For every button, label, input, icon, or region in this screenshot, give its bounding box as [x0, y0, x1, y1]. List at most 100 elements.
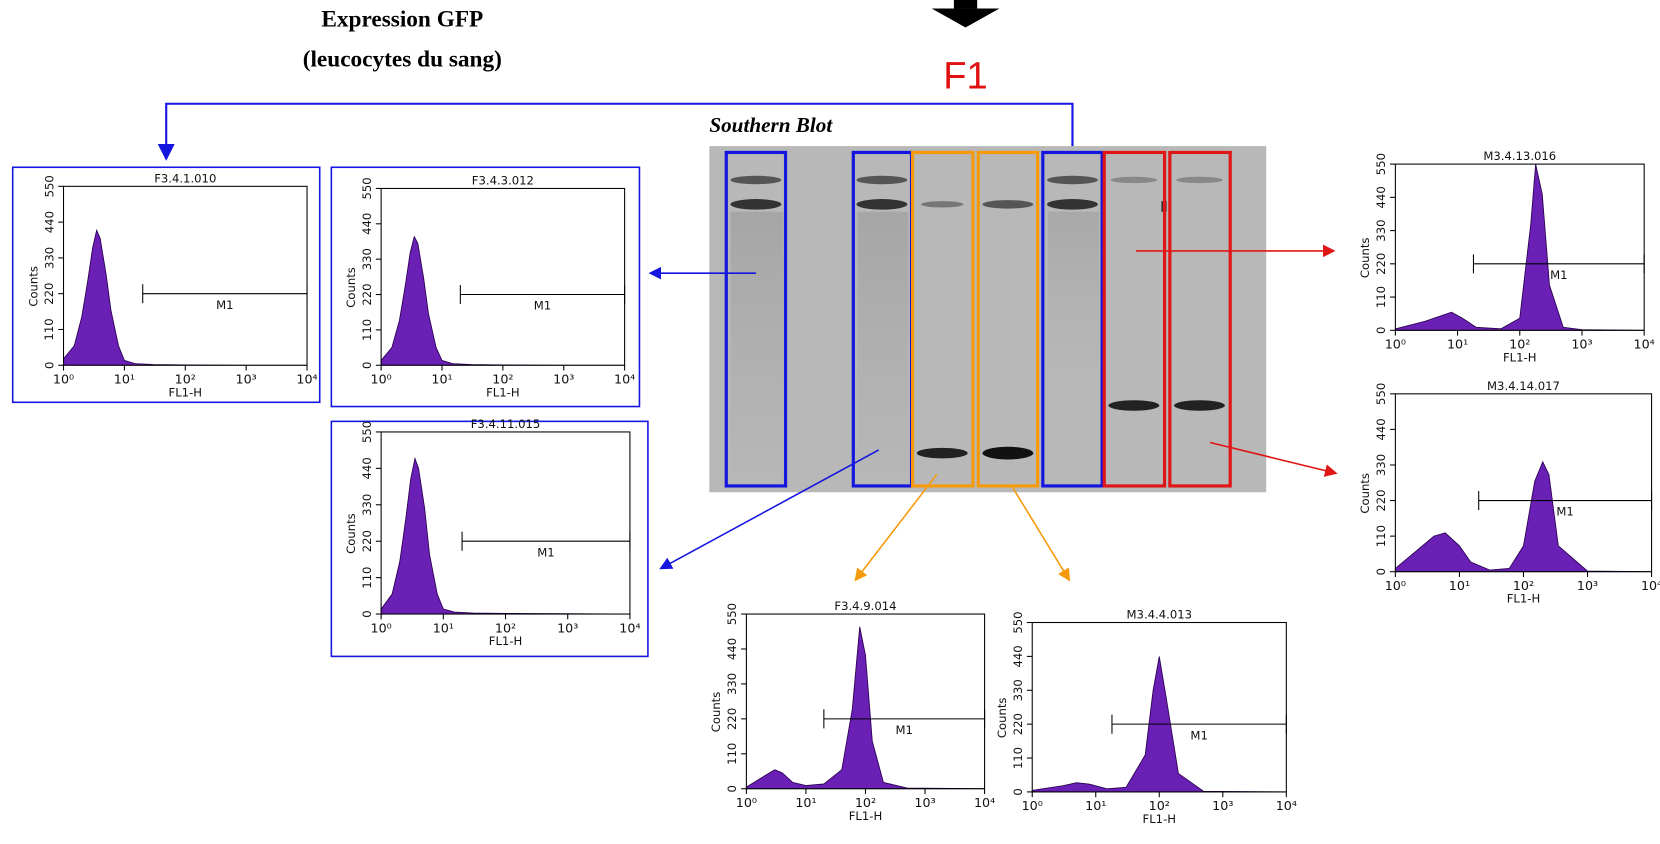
- y-tick-label: 110: [42, 318, 56, 340]
- y-tick-label: 0: [42, 362, 56, 369]
- x-tick-label: 10¹: [114, 372, 135, 387]
- chart-title: F3.4.11.015: [471, 417, 541, 431]
- y-tick-label: 440: [1374, 186, 1388, 208]
- y-tick-label: 440: [1374, 418, 1388, 440]
- x-tick-label: 10⁰: [1022, 798, 1043, 813]
- chart-title: F3.4.9.014: [834, 599, 896, 613]
- y-tick-label: 220: [1374, 489, 1388, 511]
- x-tick-label: 10³: [1577, 578, 1598, 593]
- x-tick-label: 10²: [492, 372, 513, 387]
- x-tick-label: 10⁴: [1641, 578, 1660, 593]
- plot-frame: [1394, 163, 1645, 331]
- x-tick-label: 10¹: [1447, 337, 1468, 352]
- x-tick-label: 10⁰: [371, 620, 392, 635]
- x-tick-label: 10²: [1509, 337, 1530, 352]
- y-tick-label: 330: [1011, 679, 1025, 701]
- x-tick-label: 10²: [175, 372, 196, 387]
- y-tick-label: 220: [42, 283, 56, 305]
- x-tick-label: 10²: [495, 620, 516, 635]
- y-tick-label: 440: [1011, 645, 1025, 667]
- y-tick-label: 0: [1374, 568, 1388, 575]
- y-tick-label: 550: [1374, 383, 1388, 405]
- y-tick-label: 550: [360, 421, 374, 443]
- y-axis-label: Counts: [1358, 237, 1372, 278]
- y-tick-label: 110: [725, 743, 739, 765]
- x-tick-label: 10⁴: [296, 372, 317, 387]
- y-tick-label: 110: [360, 319, 374, 341]
- x-tick-label: 10⁰: [53, 372, 74, 387]
- x-tick-label: 10¹: [433, 620, 454, 635]
- y-axis-label: Counts: [995, 698, 1009, 739]
- gate-label: M1: [537, 545, 554, 559]
- gate-label: M1: [1550, 268, 1567, 282]
- title: Expression GFP: [321, 7, 483, 33]
- y-tick-label: 440: [360, 457, 374, 479]
- y-tick-label: 110: [1374, 525, 1388, 547]
- x-tick-label: 10⁰: [1385, 337, 1406, 352]
- x-tick-label: 10³: [1212, 798, 1233, 813]
- x-tick-label: 10³: [557, 620, 578, 635]
- generation-label: F1: [943, 55, 987, 97]
- histogram-area: [63, 228, 308, 366]
- y-axis-label: Counts: [1358, 473, 1372, 514]
- chart-title: M3.4.4.013: [1127, 608, 1192, 622]
- gate-label: M1: [216, 298, 233, 312]
- x-axis-label: FL1-H: [849, 809, 883, 823]
- y-axis-label: Counts: [709, 692, 723, 733]
- gate-label: M1: [1556, 505, 1573, 519]
- x-axis-label: FL1-H: [1503, 350, 1537, 364]
- x-axis-label: FL1-H: [1143, 812, 1177, 826]
- y-tick-label: 220: [360, 283, 374, 305]
- blot-title: Southern Blot: [709, 113, 833, 137]
- y-tick-label: 0: [360, 610, 374, 617]
- y-tick-label: 550: [42, 175, 56, 197]
- x-axis-label: FL1-H: [169, 385, 203, 399]
- figure-body: Expression GFP (leucocytes du sang) F1 S…: [11, 0, 1660, 826]
- y-tick-label: 0: [1011, 788, 1025, 795]
- x-tick-label: 10⁴: [619, 620, 640, 635]
- x-tick-label: 10⁰: [736, 795, 757, 810]
- x-tick-label: 10¹: [795, 795, 816, 810]
- x-tick-label: 10⁴: [614, 372, 635, 387]
- y-tick-label: 440: [360, 213, 374, 235]
- x-tick-label: 10²: [1513, 578, 1534, 593]
- histogram-area: [380, 235, 625, 366]
- arrows: [648, 244, 1338, 582]
- x-tick-label: 10¹: [1085, 798, 1106, 813]
- gate-label: M1: [534, 299, 551, 313]
- x-tick-label: 10¹: [431, 372, 452, 387]
- x-tick-label: 10³: [914, 795, 935, 810]
- x-tick-label: 10³: [236, 372, 257, 387]
- y-tick-label: 220: [725, 708, 739, 730]
- y-tick-label: 330: [360, 248, 374, 270]
- y-axis-label: Counts: [344, 513, 358, 554]
- y-tick-label: 110: [1011, 747, 1025, 769]
- y-tick-label: 440: [725, 638, 739, 660]
- southern-blot: [709, 146, 1267, 493]
- chart-title: F3.4.1.010: [154, 171, 216, 185]
- y-tick-label: 110: [360, 567, 374, 589]
- y-tick-label: 550: [1011, 611, 1025, 633]
- y-tick-label: 220: [1011, 713, 1025, 735]
- x-tick-label: 10⁴: [974, 795, 995, 810]
- x-axis-label: FL1-H: [489, 634, 523, 648]
- y-tick-label: 550: [1374, 153, 1388, 175]
- x-tick-label: 10⁰: [1385, 578, 1406, 593]
- x-tick-label: 10¹: [1449, 578, 1470, 593]
- x-tick-label: 10²: [1149, 798, 1170, 813]
- chart-title: F3.4.3.012: [472, 174, 534, 188]
- y-axis-label: Counts: [344, 267, 358, 308]
- x-axis-label: FL1-H: [1507, 592, 1541, 606]
- x-tick-label: 10³: [1571, 337, 1592, 352]
- x-tick-label: 10⁴: [1276, 798, 1297, 813]
- y-tick-label: 550: [360, 177, 374, 199]
- x-tick-label: 10⁰: [371, 372, 392, 387]
- x-tick-label: 10²: [855, 795, 876, 810]
- y-tick-label: 220: [360, 530, 374, 552]
- y-tick-label: 220: [1374, 253, 1388, 275]
- chart-title: M3.4.14.017: [1487, 379, 1560, 393]
- y-tick-label: 0: [1374, 327, 1388, 334]
- x-tick-label: 10³: [553, 372, 574, 387]
- y-tick-label: 330: [725, 673, 739, 695]
